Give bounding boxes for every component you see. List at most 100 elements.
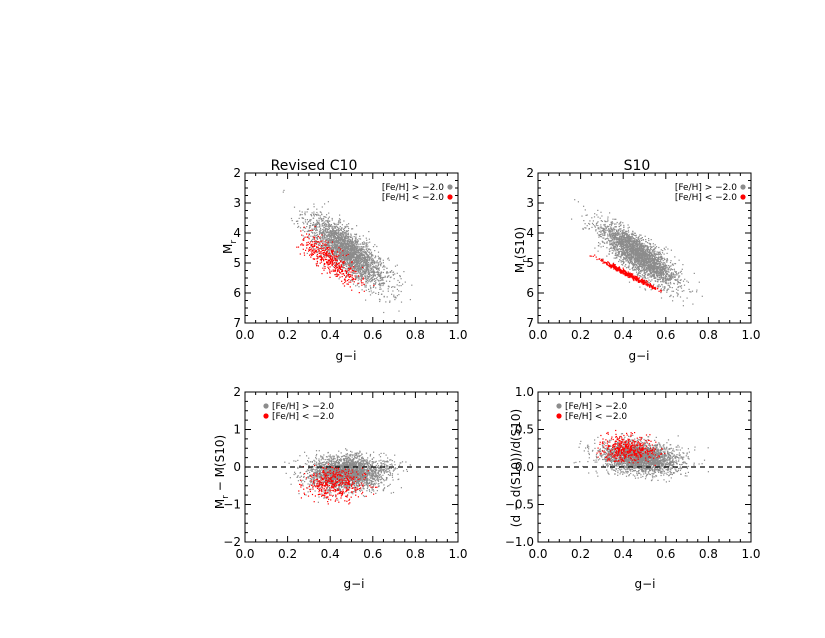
data-point-metal-poor bbox=[325, 253, 327, 255]
data-point-metal-rich bbox=[369, 273, 371, 275]
data-point-metal-rich bbox=[375, 278, 377, 280]
data-point-metal-rich bbox=[370, 270, 372, 272]
data-point-metal-rich bbox=[379, 282, 381, 284]
data-point-metal-rich bbox=[357, 268, 359, 270]
data-point-metal-rich bbox=[363, 273, 365, 275]
data-point-metal-rich bbox=[618, 232, 620, 234]
data-point-metal-poor bbox=[351, 279, 353, 281]
data-point-metal-rich bbox=[654, 256, 656, 258]
data-point-metal-rich bbox=[613, 228, 615, 230]
data-point-metal-rich bbox=[329, 253, 331, 255]
data-point-metal-rich bbox=[375, 282, 377, 284]
data-point-metal-rich bbox=[349, 240, 351, 242]
data-point-metal-rich bbox=[349, 239, 351, 241]
data-point-metal-poor bbox=[315, 240, 317, 242]
data-point-metal-rich bbox=[356, 251, 359, 253]
data-point-metal-rich bbox=[348, 223, 350, 225]
data-point-metal-rich bbox=[304, 227, 307, 229]
data-point-metal-rich bbox=[359, 266, 362, 268]
data-point-metal-rich bbox=[613, 245, 615, 247]
data-point-metal-rich bbox=[374, 274, 376, 276]
data-point-metal-rich bbox=[372, 258, 374, 260]
data-point-metal-rich bbox=[356, 277, 358, 279]
data-point-metal-rich bbox=[353, 236, 355, 238]
data-point-metal-rich bbox=[330, 241, 332, 243]
data-point-metal-rich bbox=[604, 225, 606, 227]
data-point-metal-rich bbox=[368, 271, 370, 273]
data-point-metal-rich bbox=[313, 214, 315, 216]
data-point-metal-rich bbox=[342, 263, 344, 265]
data-point-metal-rich bbox=[354, 233, 356, 235]
data-point-metal-rich bbox=[370, 271, 372, 273]
data-point-metal-rich bbox=[617, 248, 619, 250]
data-point-metal-rich bbox=[652, 275, 654, 277]
data-point-metal-rich bbox=[644, 264, 646, 266]
data-point-metal-rich bbox=[609, 236, 611, 238]
data-point-metal-rich bbox=[673, 283, 675, 285]
data-point-metal-rich bbox=[641, 265, 643, 267]
data-point-metal-poor bbox=[322, 267, 324, 269]
data-point-metal-rich bbox=[666, 264, 668, 266]
data-point-metal-rich bbox=[314, 241, 316, 243]
data-point-metal-rich bbox=[329, 250, 331, 252]
data-point-metal-rich bbox=[609, 224, 611, 226]
data-point-metal-rich bbox=[345, 265, 347, 268]
data-point-metal-poor bbox=[311, 254, 313, 256]
data-point-metal-rich bbox=[342, 243, 344, 245]
data-point-metal-rich bbox=[331, 219, 333, 221]
data-point-metal-poor bbox=[309, 243, 311, 245]
data-point-metal-rich bbox=[325, 231, 327, 233]
data-point-metal-rich bbox=[350, 240, 352, 242]
data-point-metal-rich bbox=[333, 246, 336, 248]
data-point-metal-poor bbox=[319, 255, 322, 257]
data-point-metal-rich bbox=[670, 283, 672, 285]
data-point-metal-rich bbox=[372, 269, 374, 271]
data-point-metal-rich bbox=[310, 219, 312, 221]
data-point-metal-rich bbox=[371, 276, 373, 278]
data-point-metal-poor bbox=[342, 254, 344, 256]
data-point-metal-rich bbox=[347, 267, 349, 269]
data-point-metal-rich bbox=[609, 237, 611, 239]
data-point-metal-rich bbox=[658, 284, 660, 286]
data-point-metal-poor bbox=[316, 241, 318, 243]
data-point-metal-rich bbox=[315, 234, 317, 237]
data-point-metal-rich bbox=[627, 258, 629, 260]
data-point-metal-rich bbox=[645, 274, 647, 276]
data-point-metal-rich bbox=[358, 260, 360, 262]
data-point-metal-rich bbox=[329, 235, 331, 237]
data-point-metal-rich bbox=[624, 238, 626, 240]
data-point-metal-rich bbox=[669, 262, 672, 264]
data-point-metal-rich bbox=[321, 246, 323, 248]
data-point-metal-poor bbox=[333, 267, 336, 269]
data-point-metal-rich bbox=[611, 231, 613, 233]
data-point-metal-poor bbox=[360, 280, 362, 282]
data-point-metal-rich bbox=[337, 240, 339, 242]
data-point-metal-rich bbox=[365, 253, 367, 255]
data-point-metal-rich bbox=[392, 286, 394, 288]
data-point-metal-rich bbox=[666, 261, 668, 263]
data-point-metal-poor bbox=[314, 225, 316, 228]
data-point-metal-rich bbox=[667, 259, 669, 261]
data-point-metal-poor bbox=[333, 256, 335, 258]
data-point-metal-poor bbox=[331, 260, 333, 262]
data-point-metal-rich bbox=[328, 245, 330, 247]
data-point-metal-rich bbox=[355, 245, 357, 247]
data-point-metal-rich bbox=[326, 238, 328, 240]
data-point-metal-rich bbox=[302, 229, 304, 231]
data-point-metal-rich bbox=[383, 295, 385, 297]
data-point-metal-rich bbox=[654, 244, 656, 246]
data-point-metal-rich bbox=[603, 237, 605, 239]
data-point-metal-rich bbox=[675, 271, 677, 273]
data-point-metal-rich bbox=[316, 211, 318, 214]
data-point-metal-rich bbox=[640, 242, 642, 244]
data-point-metal-rich bbox=[603, 224, 605, 226]
data-point-metal-rich bbox=[645, 278, 647, 280]
data-point-metal-rich bbox=[337, 238, 339, 240]
data-point-metal-rich bbox=[609, 250, 611, 252]
data-point-metal-poor bbox=[340, 266, 342, 268]
data-point-metal-rich bbox=[347, 244, 349, 246]
data-point-metal-rich bbox=[393, 294, 395, 296]
data-point-metal-rich bbox=[365, 282, 367, 284]
data-point-metal-rich bbox=[361, 254, 363, 256]
data-point-metal-rich bbox=[605, 229, 607, 231]
